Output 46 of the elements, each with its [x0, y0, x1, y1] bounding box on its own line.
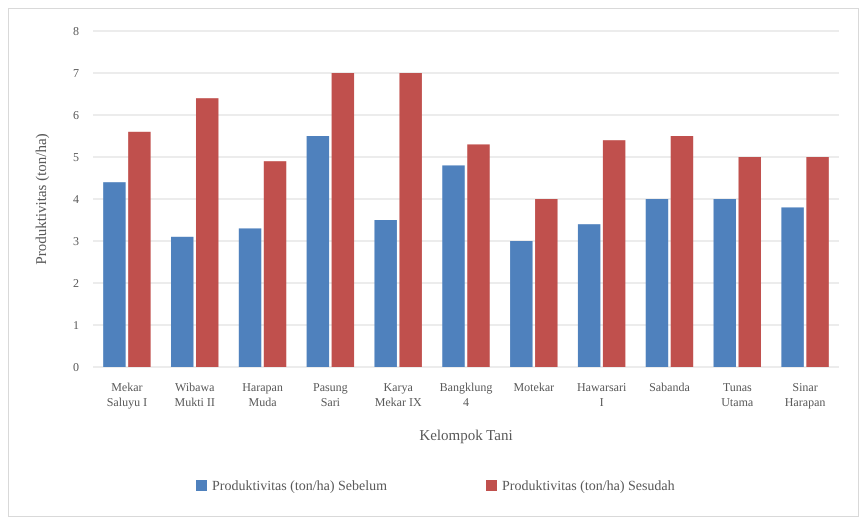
legend-label: Produktivitas (ton/ha) Sebelum: [212, 479, 388, 494]
y-tick-label: 5: [73, 150, 79, 164]
y-axis-title: Produktivitas (ton/ha): [34, 133, 50, 265]
y-tick-label: 0: [73, 360, 79, 374]
bar: [128, 132, 151, 367]
bar: [467, 144, 490, 367]
x-tick-label: Tunas Utama: [721, 380, 754, 409]
bar: [332, 73, 354, 367]
x-tick-label: Sabanda: [649, 380, 690, 394]
bar: [602, 140, 626, 367]
x-tick-label: Mekar Saluyu I: [106, 380, 148, 409]
y-tick-label: 4: [73, 192, 79, 206]
x-axis-title: Kelompok Tani: [419, 428, 513, 444]
bar: [714, 199, 736, 367]
bar: [738, 157, 762, 367]
bar: [670, 136, 694, 367]
bar: [510, 241, 533, 367]
bar: [578, 224, 600, 367]
x-tick-label: Wibawa Mukti II: [174, 380, 216, 409]
bar: [170, 236, 194, 367]
bar: [806, 157, 829, 367]
legend-label: Produktivitas (ton/ha) Sesudah: [502, 479, 675, 494]
y-tick-label: 7: [73, 66, 79, 80]
bar: [646, 199, 668, 367]
y-tick-label: 3: [73, 234, 79, 248]
bar: [442, 165, 465, 367]
x-tick-label: Hawarsari I: [576, 380, 627, 409]
bar: [535, 199, 558, 367]
x-tick-label: Motekar: [513, 380, 554, 394]
x-tick-label: Harapan Muda: [242, 380, 283, 409]
y-tick-label: 6: [73, 108, 79, 122]
x-tick-label: Pasung Sari: [313, 380, 348, 409]
bar: [238, 228, 262, 367]
y-tick-label: 1: [73, 318, 79, 332]
y-tick-label: 8: [73, 24, 79, 38]
x-tick-label: Karya Mekar IX: [374, 380, 422, 409]
bar: [306, 136, 330, 367]
bar: [264, 161, 286, 367]
bar: [103, 182, 126, 367]
bar: [374, 220, 397, 367]
bar: [399, 73, 422, 367]
bar: [196, 98, 218, 367]
x-tick-label: Bangklung 4: [440, 380, 492, 409]
y-tick-label: 2: [73, 276, 79, 290]
x-tick-label: Sinar Harapan: [784, 380, 826, 409]
bar: [781, 207, 804, 367]
